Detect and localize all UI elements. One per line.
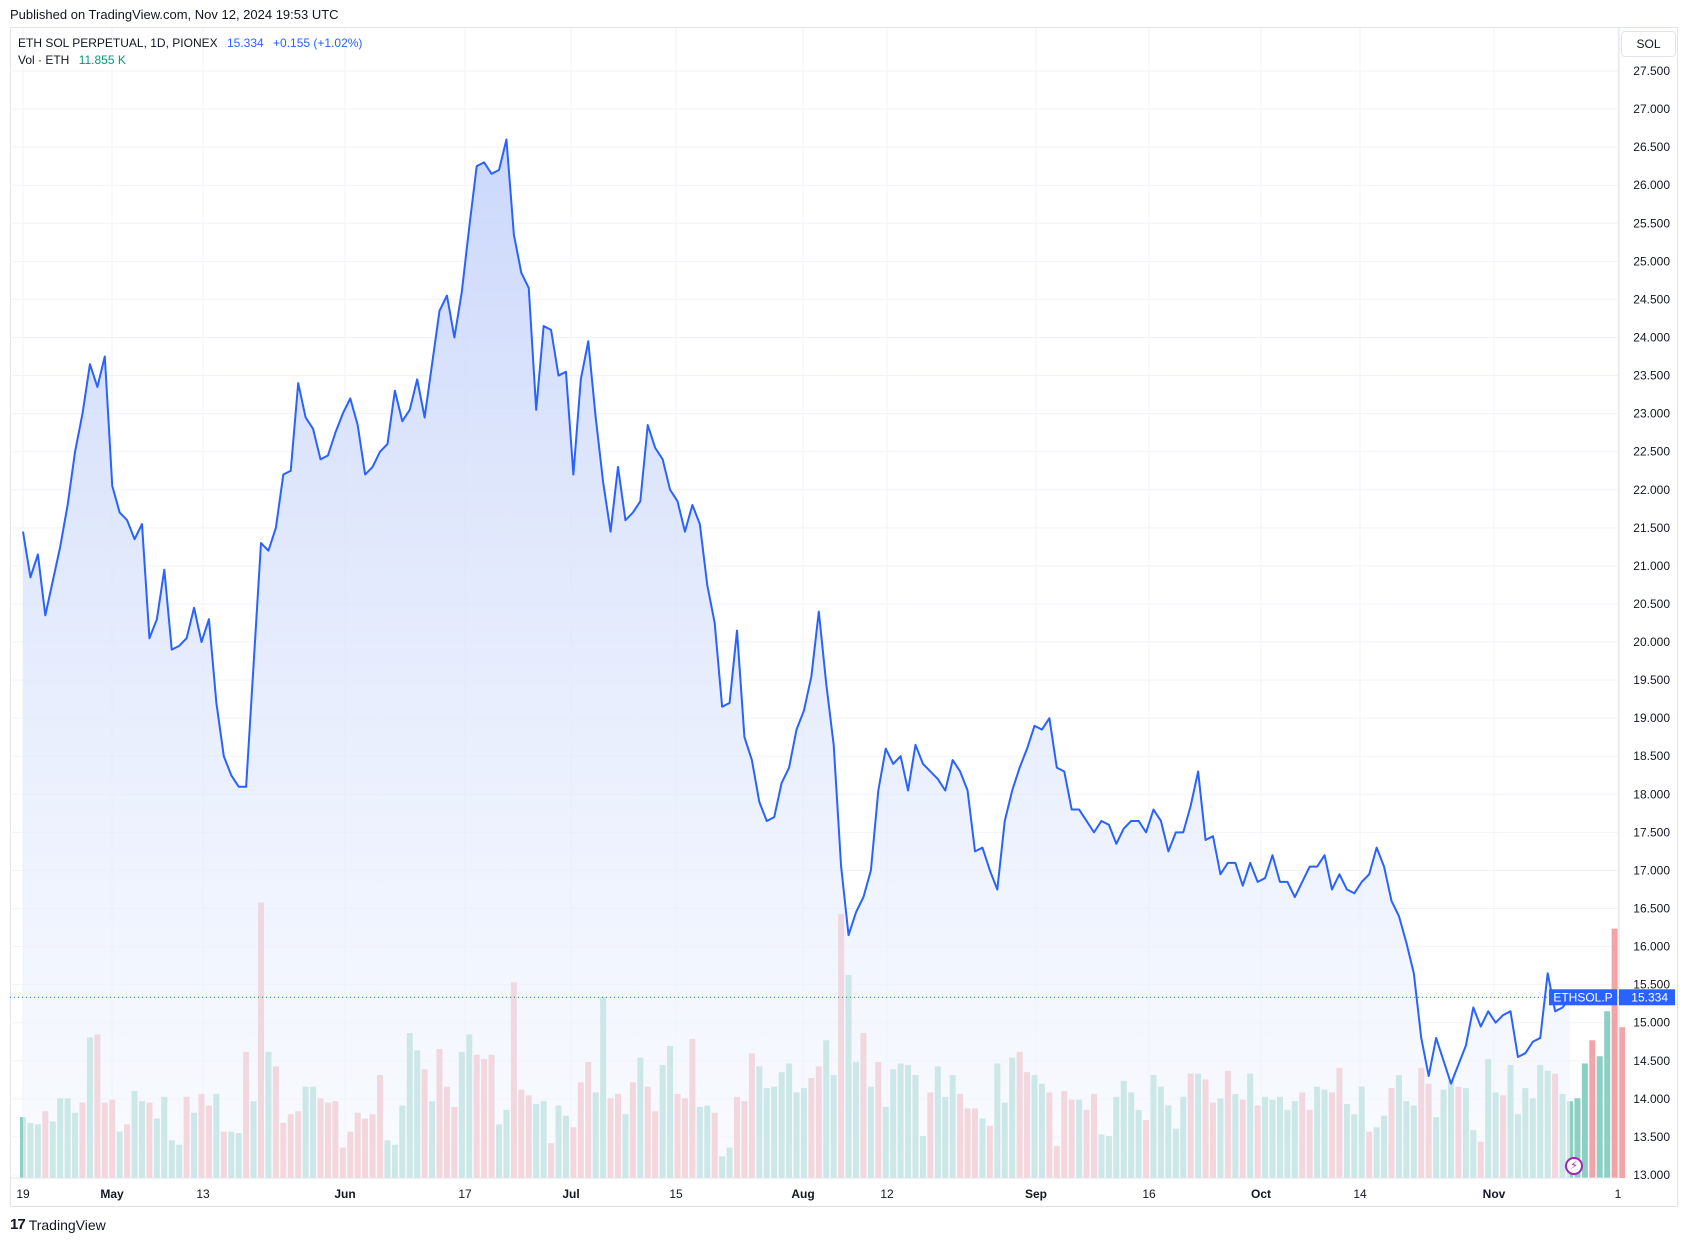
symbol-label-text: ETHSOL.P (1553, 990, 1612, 1004)
price-tick-label: 22.500 (1633, 445, 1670, 459)
price-tick-label: 17.000 (1633, 863, 1670, 877)
price-tick-label: 26.000 (1633, 178, 1670, 192)
price-area (23, 139, 1570, 1178)
volume-bar (1589, 1040, 1596, 1178)
price-tick-label: 27.500 (1633, 64, 1670, 78)
price-tick-label: 18.000 (1633, 787, 1670, 801)
time-tick-label: Nov (1483, 1187, 1506, 1201)
chart-frame[interactable] (10, 27, 1678, 1207)
time-tick-label: Sep (1025, 1187, 1047, 1201)
price-tick-label: 23.500 (1633, 369, 1670, 383)
volume-bar (1619, 1027, 1626, 1178)
time-tick-label: 15 (669, 1187, 683, 1201)
time-tick-label: Aug (791, 1187, 814, 1201)
legend-volume-row: Vol · ETH 11.855 K (18, 53, 126, 67)
tradingview-logo-icon: 17 (10, 1216, 26, 1233)
currency-button[interactable]: SOL (1621, 31, 1676, 57)
legend-volume-value: 11.855 K (78, 53, 126, 67)
price-tick-label: 20.500 (1633, 597, 1670, 611)
price-tick-label: 27.000 (1633, 102, 1670, 116)
published-caption: Published on TradingView.com, Nov 12, 20… (10, 7, 339, 22)
price-tick-label: 16.000 (1633, 940, 1670, 954)
time-axis: 19 May 13 Jun 17 Jul 15 Aug 12 Sep 16 Oct 14 Nov 1 (10, 1177, 1622, 1201)
volume-bar (1581, 1063, 1588, 1178)
last-price-label: ETHSOL.P 15.334 (1549, 989, 1675, 1006)
time-tick-label: 19 (16, 1187, 30, 1201)
price-series-line (22, 138, 1571, 1085)
price-tick-label: 16.500 (1633, 902, 1670, 916)
tradingview-logo[interactable]: 17 TradingView (10, 1216, 106, 1233)
time-tick-label: Oct (1251, 1187, 1271, 1201)
legend-volume-label: Vol · ETH (18, 53, 70, 67)
legend-symbol-row: ETH SOL PERPETUAL, 1D, PIONEX 15.334 +0.… (18, 36, 362, 50)
price-tick-label: 21.500 (1633, 521, 1670, 535)
price-label-text: 15.334 (1631, 990, 1668, 1004)
price-tick-label: 22.000 (1633, 483, 1670, 497)
price-tick-label: 14.000 (1633, 1092, 1670, 1106)
price-area-fill (23, 139, 1570, 1178)
price-tick-label: 26.500 (1633, 140, 1670, 154)
price-tick-label: 13.500 (1633, 1130, 1670, 1144)
price-tick-label: 15.500 (1633, 978, 1670, 992)
lightning-icon[interactable]: ⚡ (1565, 1157, 1583, 1175)
time-tick-label: 1 (1615, 1187, 1622, 1201)
price-tick-label: 24.000 (1633, 330, 1670, 344)
price-tick-label: 21.000 (1633, 559, 1670, 573)
price-tick-label: 19.500 (1633, 673, 1670, 687)
volume-bar (1596, 1056, 1603, 1178)
price-tick-label: 20.000 (1633, 635, 1670, 649)
time-tick-label: Jul (562, 1187, 579, 1201)
price-tick-label: 13.000 (1633, 1168, 1670, 1182)
price-tick-label: 25.500 (1633, 216, 1670, 230)
time-tick-label: 17 (458, 1187, 472, 1201)
price-tick-label: 18.500 (1633, 749, 1670, 763)
price-line (10, 138, 1619, 1085)
legend-price: 15.334 (226, 36, 264, 50)
time-tick-label: 14 (1353, 1187, 1367, 1201)
price-tick-label: 15.000 (1633, 1016, 1670, 1030)
volume-bar (1574, 1098, 1581, 1178)
price-tick-label: 23.000 (1633, 407, 1670, 421)
volume-bar (1604, 1011, 1611, 1178)
time-tick-label: Jun (334, 1187, 355, 1201)
legend-symbol: ETH SOL PERPETUAL, 1D, PIONEX (18, 36, 218, 50)
price-tick-label: 19.000 (1633, 711, 1670, 725)
price-tick-label: 24.500 (1633, 292, 1670, 306)
price-tick-label: 25.000 (1633, 254, 1670, 268)
time-tick-label: 12 (880, 1187, 894, 1201)
price-tick-label: 14.500 (1633, 1054, 1670, 1068)
time-tick-label: May (100, 1187, 124, 1201)
price-tick-label: 17.500 (1633, 825, 1670, 839)
symbol-label-box (1549, 989, 1617, 1006)
tradingview-logo-text: TradingView (28, 1216, 106, 1233)
legend-change: +0.155 (+1.02%) (273, 36, 363, 50)
time-tick-label: 16 (1142, 1187, 1156, 1201)
price-axis: 27.500 27.000 26.500 26.000 25.500 25.000 24.5… (1618, 28, 1670, 1182)
volume-bar (1611, 928, 1618, 1178)
price-label-box (1619, 989, 1675, 1006)
time-tick-label: 13 (196, 1187, 210, 1201)
